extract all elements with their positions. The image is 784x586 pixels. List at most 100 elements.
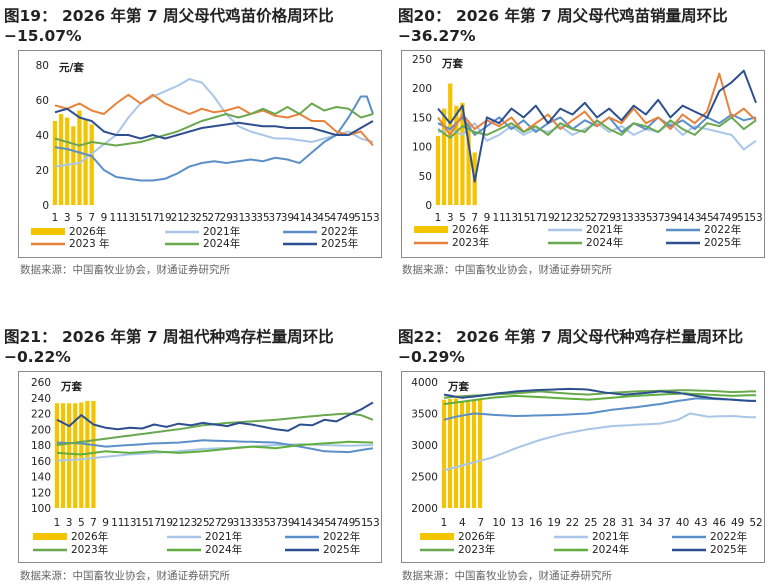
series-line-2025年 bbox=[54, 107, 374, 140]
x-tick-label: 1 bbox=[52, 212, 59, 224]
legend-label: 2022年 bbox=[323, 530, 360, 543]
figure-label-2: 图20： bbox=[398, 7, 451, 25]
series-line-2021年 bbox=[54, 78, 374, 168]
bar-2026 bbox=[77, 110, 82, 205]
x-tick-label: 40 bbox=[676, 517, 689, 529]
x-tick-label: 16 bbox=[529, 517, 543, 529]
source-note-2: 数据来源：中国畜牧业协会，财通证券研究所 bbox=[402, 264, 612, 276]
x-tick-label: 1 bbox=[54, 517, 61, 529]
x-tick-label: 53 bbox=[749, 212, 762, 224]
x-tick-label: 31 bbox=[615, 212, 628, 224]
x-tick-label: 25 bbox=[584, 517, 597, 529]
bar-2026 bbox=[466, 123, 471, 205]
x-tick-label: 37 bbox=[651, 212, 664, 224]
figure-label-4: 图22： bbox=[398, 328, 451, 346]
legend-label: 2026年 bbox=[71, 530, 108, 543]
series-line-2024年 bbox=[437, 116, 757, 139]
x-tick-label: 29 bbox=[220, 212, 233, 224]
x-tick-label: 23 bbox=[566, 212, 579, 224]
x-tick-label: 5 bbox=[76, 212, 83, 224]
x-tick-label: 43 bbox=[306, 517, 319, 529]
bar-2026 bbox=[58, 114, 64, 205]
x-tick-label: 4 bbox=[459, 517, 466, 529]
chart-title-3: 图21： 2026 年第 7 周祖代种鸡存栏量周环比−0.22% bbox=[4, 327, 388, 367]
x-tick-label: 45 bbox=[700, 212, 713, 224]
legend-label: 2026年 bbox=[69, 225, 106, 238]
x-tick-label: 22 bbox=[566, 517, 579, 529]
chart-title-2: 图20： 2026 年第 7 周父母代鸡苗销量周环比−36.27% bbox=[398, 6, 782, 46]
legend-label: 2021年 bbox=[203, 225, 240, 238]
y-tick-label: 80 bbox=[36, 60, 49, 72]
y-tick-label: 180 bbox=[31, 440, 51, 452]
x-tick-label: 17 bbox=[529, 212, 542, 224]
x-tick-label: 35 bbox=[639, 212, 652, 224]
y-tick-label: 20 bbox=[36, 165, 49, 177]
bar-2026 bbox=[448, 83, 453, 205]
x-tick-label: 15 bbox=[135, 517, 148, 529]
bar-2026 bbox=[447, 399, 453, 508]
y-tick-label: 100 bbox=[31, 503, 51, 515]
x-tick-label: 39 bbox=[664, 212, 677, 224]
y-tick-label: 40 bbox=[36, 130, 49, 142]
y-tick-label: 200 bbox=[412, 83, 432, 95]
chart-frame-2: 250 200 150 100 50 0 1 3 5 7 9 11 13 15 17 19 21 23 25 27 29… bbox=[401, 50, 765, 258]
source-note-4: 数据来源：中国畜牧业协会，财通证券研究所 bbox=[402, 570, 612, 582]
source-note-1: 数据来源：中国畜牧业协会，财通证券研究所 bbox=[20, 264, 230, 276]
y-tick-label: 100 bbox=[412, 142, 432, 154]
x-tick-label: 37 bbox=[658, 517, 671, 529]
x-tick-label: 7 bbox=[88, 212, 95, 224]
x-tick-label: 31 bbox=[232, 212, 245, 224]
y-tick-label: 160 bbox=[31, 456, 51, 468]
x-tick-label: 31 bbox=[233, 517, 246, 529]
title-text-4: 2026 年第 7 周父母代种鸡存栏量周环比−0.29% bbox=[398, 328, 744, 366]
y-tick-label: 150 bbox=[412, 112, 432, 124]
source-note-3: 数据来源：中国畜牧业协会，财通证券研究所 bbox=[20, 570, 230, 582]
legend-label: 2025年 bbox=[323, 543, 360, 556]
chart-frame-4: 4000 3500 3000 2500 2000 1 4 7 10 13 16 19 22 25 28 31 3… bbox=[401, 371, 765, 563]
title-text-2: 2026 年第 7 周父母代鸡苗销量周环比−36.27% bbox=[398, 7, 728, 45]
x-tick-label: 51 bbox=[354, 212, 367, 224]
chart-title-1: 图19： 2026 年第 7 周父母代鸡苗价格周环比−15.07% bbox=[4, 6, 388, 46]
x-tick-label: 3 bbox=[447, 212, 454, 224]
y-tick-label: 3000 bbox=[411, 440, 438, 452]
x-tick-label: 29 bbox=[603, 212, 616, 224]
legend-label: 2024年 bbox=[205, 543, 242, 556]
x-tick-label: 15 bbox=[517, 212, 530, 224]
series-line-2025年 bbox=[443, 387, 756, 402]
x-tick-label: 5 bbox=[78, 517, 85, 529]
legend-label: 2021年 bbox=[586, 223, 623, 236]
x-tick-label: 1 bbox=[435, 212, 442, 224]
x-tick-label: 23 bbox=[183, 212, 196, 224]
x-tick-label: 7 bbox=[471, 212, 478, 224]
legend-label: 2026年 bbox=[458, 530, 495, 543]
x-tick-label: 19 bbox=[547, 517, 560, 529]
x-tick-label: 11 bbox=[492, 212, 505, 224]
x-tick-label: 51 bbox=[737, 212, 750, 224]
legend-label: 2023 年 bbox=[69, 237, 110, 250]
x-tick-label: 3 bbox=[66, 517, 73, 529]
legend-label: 2021年 bbox=[205, 530, 242, 543]
chart-frame-1: 80 60 40 20 0 1 3 5 7 9 11 13 15 17 19 21 23 25 27 29 31 33 35… bbox=[18, 50, 382, 258]
unit-label: 元/套 bbox=[59, 61, 84, 74]
x-tick-label: 53 bbox=[366, 212, 379, 224]
series-line-2025年 bbox=[437, 69, 757, 183]
x-tick-label: 37 bbox=[269, 517, 282, 529]
x-tick-label: 46 bbox=[713, 517, 727, 529]
x-tick-label: 47 bbox=[330, 212, 343, 224]
x-tick-label: 15 bbox=[134, 212, 147, 224]
x-tick-label: 43 bbox=[694, 517, 707, 529]
x-tick-label: 10 bbox=[492, 517, 505, 529]
bar-2026 bbox=[454, 105, 459, 205]
bar-2026 bbox=[89, 124, 94, 205]
y-tick-label: 240 bbox=[31, 393, 51, 405]
x-tick-label: 49 bbox=[342, 517, 355, 529]
x-tick-label: 21 bbox=[554, 212, 567, 224]
x-tick-label: 7 bbox=[477, 517, 484, 529]
x-tick-label: 25 bbox=[196, 517, 209, 529]
legend-label: 2026年 bbox=[452, 223, 489, 236]
x-tick-label: 43 bbox=[688, 212, 701, 224]
x-tick-label: 33 bbox=[245, 517, 258, 529]
